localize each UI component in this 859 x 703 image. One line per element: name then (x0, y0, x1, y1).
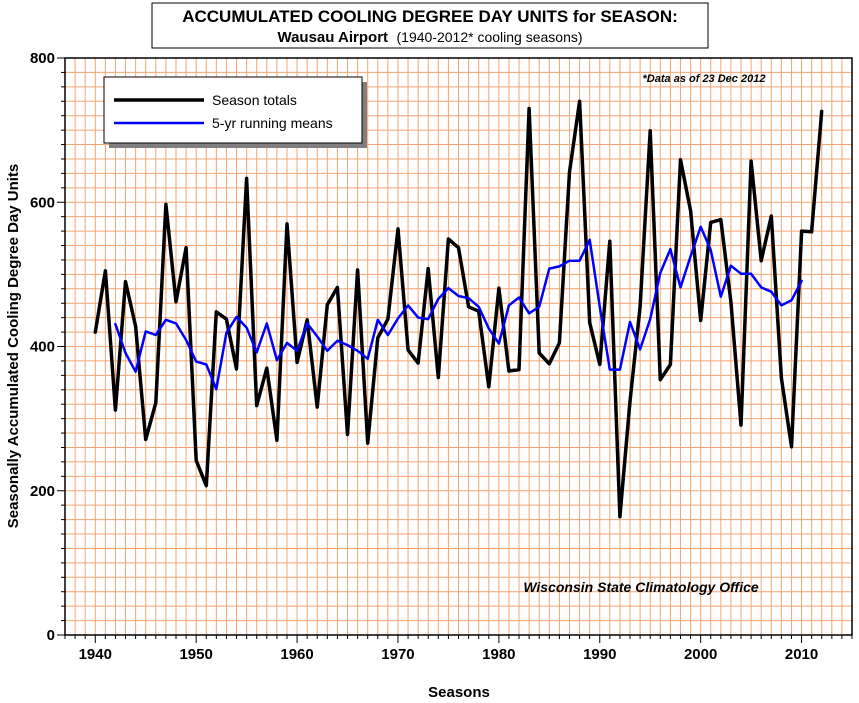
series-layer (93, 99, 824, 519)
title-box (151, 2, 709, 49)
y-tick-label: 200 (30, 483, 55, 500)
y-axis-label: Seasonally Accumulated Cooling Degree Da… (5, 164, 22, 529)
y-tick-label: 400 (30, 339, 55, 356)
legend-label-season-totals: Season totals (212, 92, 297, 108)
x-axis: 1940 1950 1960 1970 1980 1990 2000 2010 (64, 635, 853, 663)
y-tick-label: 600 (30, 194, 55, 211)
x-tick-label: 2010 (785, 646, 818, 663)
data-note: *Data as of 23 Dec 2012 (643, 73, 766, 85)
legend: Season totals 5-yr running means (103, 76, 367, 148)
series-line-running-means (114, 225, 803, 391)
x-tick-label: 1970 (381, 646, 414, 663)
chart-title: ACCUMULATED COOLING DEGREE DAY UNITS for… (182, 7, 678, 26)
x-tick-label: 1940 (79, 646, 112, 663)
x-tick-label: 1990 (583, 646, 616, 663)
legend-box (103, 76, 363, 144)
y-tick-label: 800 (30, 50, 55, 67)
x-tick-label: 1980 (482, 646, 515, 663)
credit-label: Wisconsin State Climatology Office (523, 579, 759, 595)
legend-label-running-means: 5-yr running means (212, 115, 333, 131)
x-tick-label: 1950 (179, 646, 212, 663)
chart-subtitle-range: (1940-2012* cooling seasons) (397, 29, 583, 45)
chart-subtitle: Wausau Airport (1940-2012* cooling seaso… (277, 29, 582, 46)
chart-subtitle-station: Wausau Airport (277, 29, 388, 46)
x-tick-label: 1960 (280, 646, 313, 663)
series-line-season-totals (93, 99, 824, 519)
x-axis-label: Seasons (428, 684, 490, 701)
x-tick-label: 2000 (684, 646, 717, 663)
y-axis: 0 200 400 600 800 (30, 50, 65, 644)
y-tick-label: 0 (47, 627, 55, 644)
